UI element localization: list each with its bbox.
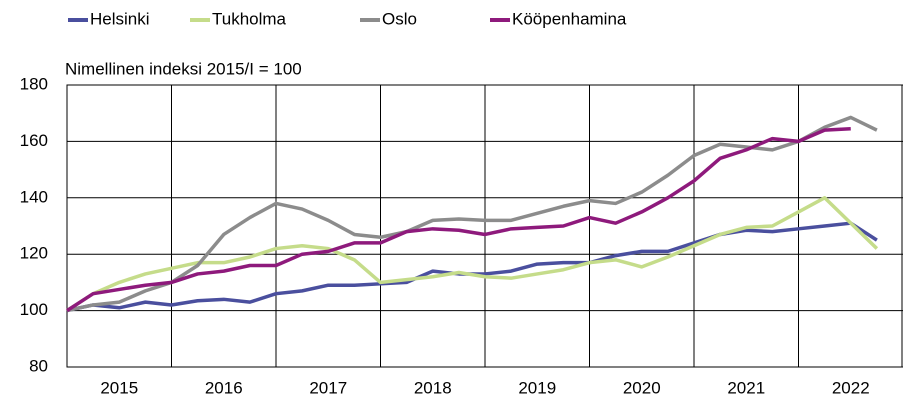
- y-tick-label: 120: [20, 244, 48, 263]
- plot-frame: [66, 84, 903, 368]
- x-tick-label: 2016: [205, 378, 243, 397]
- y-tick-label: 100: [20, 300, 48, 319]
- legend-label: Oslo: [382, 9, 417, 28]
- x-tick-label: 2015: [100, 378, 138, 397]
- legend-label: Helsinki: [90, 9, 150, 28]
- y-tick-label: 180: [20, 74, 48, 93]
- legend-label: Tukholma: [212, 9, 287, 28]
- x-tick-label: 2017: [309, 378, 347, 397]
- series-line: [66, 115, 878, 313]
- x-tick-label: 2020: [623, 378, 661, 397]
- x-tick-label: 2022: [832, 378, 870, 397]
- x-tick-label: 2021: [727, 378, 765, 397]
- subtitle: Nimellinen indeksi 2015/I = 100: [65, 59, 302, 78]
- x-tick-label: 2019: [518, 378, 556, 397]
- series-line: [66, 221, 878, 313]
- y-tick-label: 140: [20, 187, 48, 206]
- y-tick-label: 160: [20, 131, 48, 150]
- series-line: [66, 126, 851, 313]
- x-tick-label: 2018: [414, 378, 452, 397]
- legend-label: Kööpenhamina: [512, 9, 627, 28]
- y-tick-label: 80: [29, 356, 48, 375]
